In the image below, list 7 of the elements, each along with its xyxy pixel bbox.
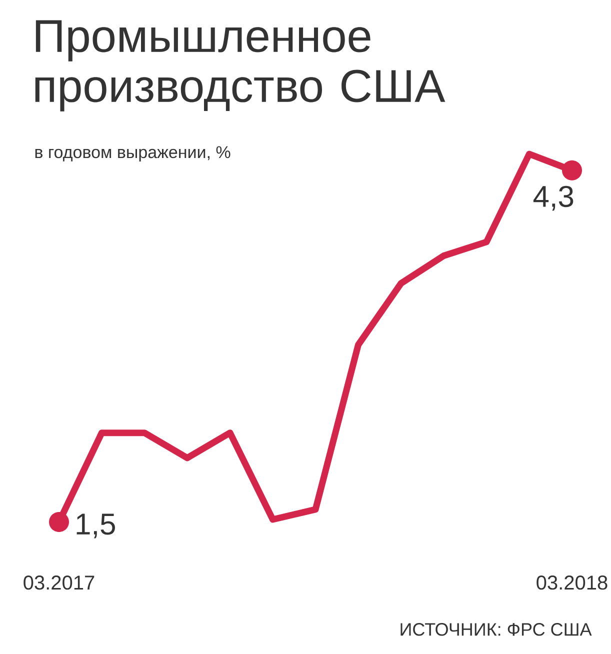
x-tick-label: 03.2017 <box>23 576 94 590</box>
data-label: 4,3 <box>533 186 573 211</box>
chart-subtitle: в годовом выражении, % <box>35 146 230 162</box>
x-tick-label: 03.2018 <box>536 576 608 590</box>
data-label: 1,5 <box>76 514 115 538</box>
chart-title: Промышленное производство США <box>35 20 445 112</box>
text: ИСТОЧНИК: ФРС США <box>400 623 592 636</box>
